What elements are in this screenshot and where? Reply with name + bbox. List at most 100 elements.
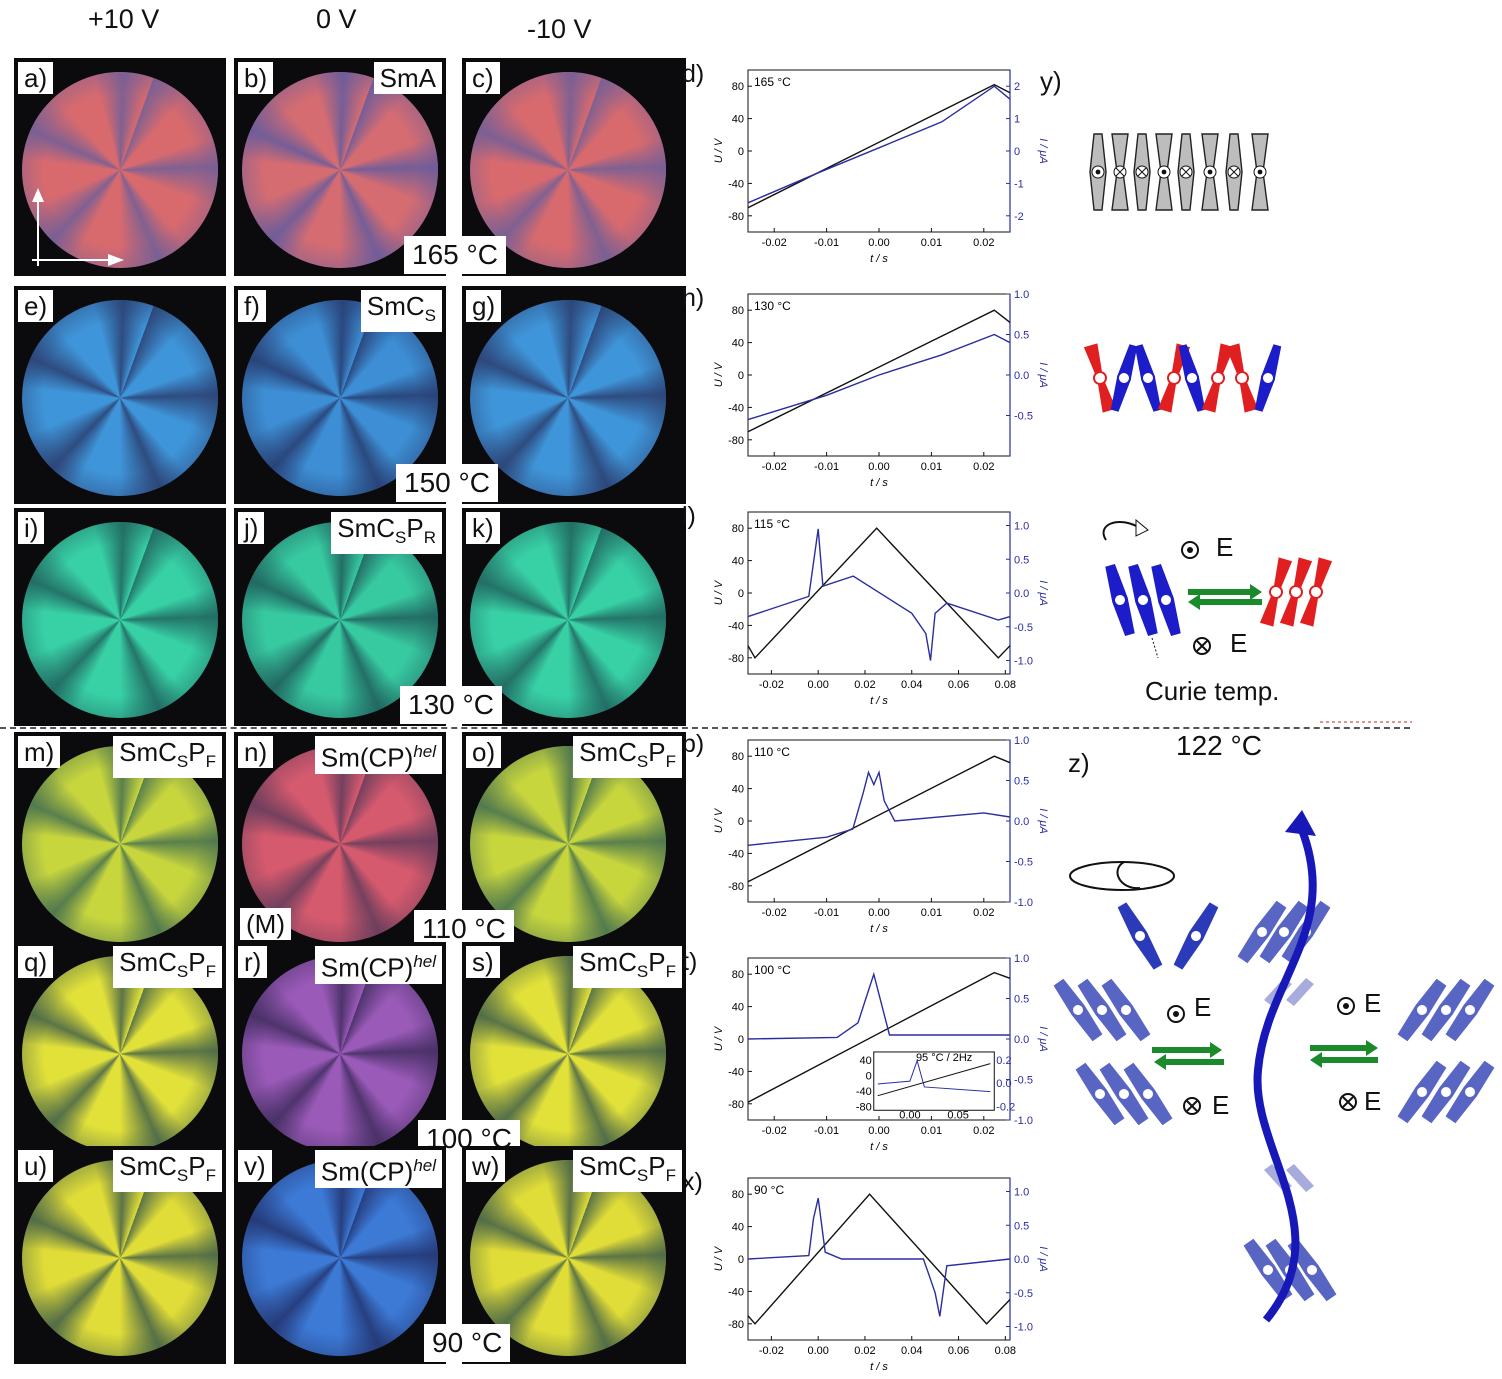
current-plot-x: -0.02 0.00 0.02 0.04 0.06 0.08 80 40 0 -40 -80 1.0 0… (713, 1177, 1048, 1373)
micrograph-a: a) (14, 58, 226, 276)
y2-tick-label: -2 (1014, 211, 1024, 223)
y2-tick-label: 1.0 (1014, 735, 1029, 747)
micrograph-b: b) SmA (234, 58, 446, 276)
maltese-cross (22, 522, 218, 718)
panel-letter: f) (238, 290, 266, 322)
y2-tick-label: 0.0 (1014, 1254, 1029, 1266)
x-axis-label: t / s (870, 695, 888, 707)
y-tick-label: 80 (732, 751, 744, 763)
column-header-0: 0 V (316, 4, 357, 34)
phase-label: Sm(CP)hel (314, 736, 442, 774)
y2-tick-label: -0.5 (1014, 411, 1033, 423)
current-trace (747, 769, 1011, 846)
phase-label: SmCSPF (113, 1150, 222, 1193)
micrograph-n: n) Sm(CP)hel (M) (234, 732, 446, 950)
y-tick-label: -80 (728, 1319, 744, 1331)
y2-tick-label: 1.0 (1014, 289, 1029, 301)
panel-letter: b) (238, 62, 274, 94)
current-plot-d: -0.02 -0.01 0.00 0.01 0.02 80 40 0 -40 -80 2 1 0 -1 -2… (713, 69, 1048, 265)
panel-letter: c) (466, 62, 500, 94)
y2-tick-label: 1.0 (1014, 1187, 1029, 1199)
plot-letter: d) (682, 60, 705, 88)
maltese-cross (470, 72, 666, 268)
plot-letter: l) (682, 502, 696, 530)
maltese-cross (470, 300, 666, 496)
x-tick-label: 0.01 (921, 461, 942, 473)
y2-axis-label: I / μA (1037, 808, 1048, 834)
x-tick-label: 0.04 (901, 1345, 922, 1357)
micrograph-k: k) (462, 508, 686, 726)
y-tick-label: 80 (732, 1189, 744, 1201)
panel-letter: n) (238, 736, 274, 768)
y2-axis-label: I / μA (1037, 138, 1048, 164)
inset-x-tick-label: 0.00 (899, 1109, 920, 1121)
x-tick-label: 0.02 (854, 1345, 875, 1357)
x-tick-label: 0.08 (995, 679, 1016, 691)
temperature-label: 110 °C (414, 910, 514, 948)
column-header-minus10: -10 V (527, 14, 592, 44)
plot-frame (747, 739, 1011, 903)
phase-label: SmA (373, 62, 442, 94)
y-tick-label: 40 (732, 784, 744, 796)
y2-axis-label: I / μA (1037, 362, 1048, 388)
phase-label: SmCSPF (113, 736, 222, 779)
current-trace (747, 333, 1011, 421)
y2-tick-label: 1.0 (1014, 953, 1029, 965)
current-plot-l: -0.02 0.00 0.02 0.04 0.06 0.08 80 40 0 -40 -80 1.0 0… (713, 511, 1048, 707)
y-tick-label: -40 (728, 848, 744, 860)
y2-tick-label: 0.0 (1014, 1034, 1029, 1046)
e-field-down-label-z2: E (1364, 1086, 1382, 1116)
y2-tick-label: -0.5 (1014, 1288, 1033, 1300)
plot-letter: t) (682, 948, 698, 976)
inset-current-trace (877, 1059, 991, 1093)
x-tick-label: 0.00 (868, 1125, 889, 1137)
panel-letter: j) (238, 512, 265, 544)
micrograph-c: c) (462, 58, 686, 276)
voltage-trace (747, 83, 1011, 209)
maltese-cross (22, 1160, 218, 1356)
panel-y-label: y) (1040, 66, 1062, 96)
y-tick-label: 80 (732, 81, 744, 93)
voltage-trace (747, 755, 1011, 883)
plot-temperature: 115 °C (754, 517, 790, 531)
x-tick-label: -0.02 (759, 679, 784, 691)
phase-label: Sm(CP)hel (314, 1150, 442, 1188)
x-axis-label: t / s (870, 1141, 888, 1153)
plot-temperature: 110 °C (754, 745, 790, 759)
plot-frame (747, 69, 1011, 233)
x-tick-label: 0.02 (854, 679, 875, 691)
micrograph-q: q) SmCSPF (14, 942, 226, 1160)
current-trace (747, 1198, 1011, 1317)
y2-tick-label: 0.5 (1014, 554, 1029, 566)
micrograph-o: o) SmCSPF (462, 732, 686, 950)
y-axis-label: U / V (713, 579, 725, 605)
y-tick-label: 40 (732, 1002, 744, 1014)
y2-axis-label: I / μA (1037, 1026, 1048, 1052)
maltese-cross (242, 72, 438, 268)
handedness-label: (M) (240, 908, 291, 940)
y-tick-label: 80 (732, 523, 744, 535)
temperature-label: 130 °C (400, 686, 502, 724)
panel-letter: g) (466, 290, 502, 322)
y-axis-label: U / V (713, 807, 725, 833)
y2-tick-label: 0.0 (1014, 588, 1029, 600)
micrograph-i: i) (14, 508, 226, 726)
phase-label: SmCSPF (113, 946, 222, 989)
x-tick-label: -0.02 (762, 907, 787, 919)
plot-letter: h) (682, 284, 705, 312)
y2-tick-label: 0.0 (1014, 816, 1029, 828)
panel-letter: q) (18, 946, 54, 978)
current-trace (747, 528, 1011, 661)
temperature-label: 90 °C (424, 1324, 511, 1362)
x-tick-label: 0.00 (807, 679, 828, 691)
x-tick-label: 0.00 (868, 461, 889, 473)
plot-letter: p) (682, 730, 705, 758)
micrograph-f: f) SmCS (234, 286, 446, 504)
micrograph-v: v) Sm(CP)hel (234, 1146, 446, 1364)
maltese-cross (470, 956, 666, 1152)
current-trace (747, 971, 1010, 1040)
x-tick-label: 0.01 (921, 1125, 942, 1137)
y2-tick-label: -1 (1014, 178, 1024, 190)
plot-temperature: 90 °C (754, 1183, 784, 1197)
panel-letter: a) (18, 62, 54, 94)
